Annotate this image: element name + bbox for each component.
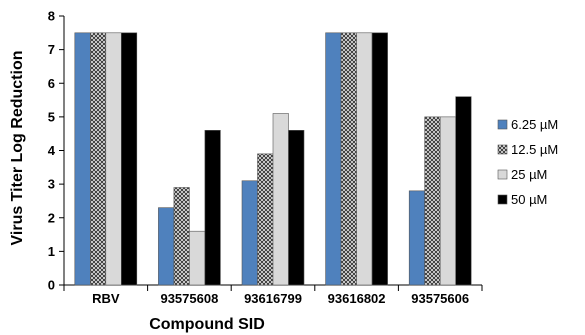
bar-93575606-series-4 xyxy=(455,96,472,286)
bar-93616799-series-1 xyxy=(241,180,258,286)
y-tick-label: 0 xyxy=(48,278,55,293)
x-tick-label: 93575608 xyxy=(160,291,218,306)
y-tick-label: 4 xyxy=(48,143,56,158)
bar-93575606-series-2 xyxy=(424,116,441,286)
bar-93616799-series-4 xyxy=(288,130,305,286)
y-tick-label: 1 xyxy=(48,244,55,259)
x-axis-title: Compound SID xyxy=(149,316,265,333)
y-tick-label: 7 xyxy=(48,42,55,57)
legend-swatch xyxy=(497,169,508,180)
bar-RBV-series-4 xyxy=(121,32,138,286)
x-tick-label: 93575606 xyxy=(411,291,469,306)
legend-swatch xyxy=(497,119,508,130)
bar-93616799-series-3 xyxy=(272,113,289,286)
bar-93575608-series-2 xyxy=(173,187,190,286)
y-tick-label: 5 xyxy=(48,109,55,124)
bar-93616802-series-1 xyxy=(325,32,342,286)
x-tick-label: 93616799 xyxy=(244,291,302,306)
bar-93575608-series-4 xyxy=(204,130,221,286)
x-tick-label: RBV xyxy=(92,291,120,306)
legend-label: 12.5 µM xyxy=(511,142,558,157)
bar-RBV-series-3 xyxy=(105,32,122,286)
bar-93616802-series-4 xyxy=(371,32,388,286)
legend-label: 25 µM xyxy=(511,167,547,182)
bar-93575606-series-1 xyxy=(408,190,426,286)
y-tick-label: 2 xyxy=(48,210,55,225)
y-tick-label: 6 xyxy=(48,76,55,91)
y-tick-label: 3 xyxy=(48,177,55,192)
bar-93575608-series-3 xyxy=(189,230,206,286)
bar-93616799-series-2 xyxy=(257,153,274,286)
y-tick-label: 8 xyxy=(48,9,55,24)
legend-swatch xyxy=(497,194,508,205)
legend-label: 50 µM xyxy=(511,192,547,207)
bar-93575608-series-1 xyxy=(158,207,175,286)
bar-93616802-series-2 xyxy=(340,32,357,286)
bar-RBV-series-1 xyxy=(74,32,91,286)
bar-93616802-series-3 xyxy=(356,32,373,286)
bar-RBV-series-2 xyxy=(90,32,107,286)
legend-label: 6.25 µM xyxy=(511,117,558,132)
legend-swatch xyxy=(497,144,508,155)
x-tick-label: 93616802 xyxy=(328,291,386,306)
bar-93575606-series-3 xyxy=(439,116,457,286)
y-axis-title: Virus Titer Log Reduction xyxy=(9,51,26,246)
plot-area: 0 1 2 3 4 5 6 7 8 RBV 93575608 93616799 93616802 9357… xyxy=(48,9,483,306)
legend: 6.25 µM 12.5 µM 25 µM 50 µM xyxy=(497,117,558,207)
